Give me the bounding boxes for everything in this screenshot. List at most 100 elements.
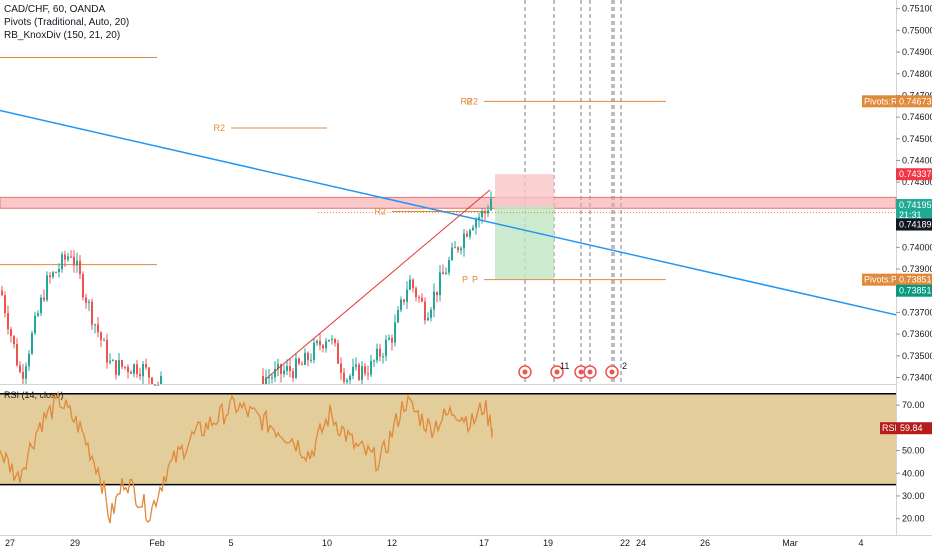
candle-body — [55, 272, 57, 274]
time-tick-label: 26 — [700, 538, 710, 548]
price-tick-label: 0.74600 — [902, 112, 932, 122]
candle-body — [289, 366, 291, 372]
candle-body — [475, 219, 477, 228]
candle-body — [394, 322, 396, 343]
candle-body — [112, 360, 114, 362]
candle-body — [157, 384, 159, 386]
rsi-legend: RSI (14, close) — [4, 390, 64, 400]
price-tick-label: 0.75100 — [902, 4, 932, 14]
candle-body — [340, 363, 342, 373]
rsi-line — [0, 390, 493, 524]
time-tick-label: 5 — [228, 538, 233, 548]
candle-body — [304, 352, 306, 365]
candle-body — [349, 375, 351, 381]
candle-body — [64, 254, 66, 260]
candle-body — [109, 360, 111, 363]
price-badge-value: 21:31 — [899, 210, 922, 220]
candle-body — [298, 358, 300, 364]
time-tick-label: 10 — [322, 538, 332, 548]
position-stop-zone — [495, 174, 554, 207]
candle-body — [25, 366, 27, 379]
price-badge — [896, 218, 932, 231]
candle-body — [43, 297, 45, 300]
candle-body — [361, 366, 363, 380]
candle-body — [274, 369, 276, 378]
price-badge-value: 0.73851 — [899, 275, 932, 285]
rsi-badge — [896, 422, 932, 435]
rsi-band — [0, 393, 896, 485]
candle-body — [406, 289, 408, 302]
candle-body — [1, 290, 3, 296]
candle-body — [34, 315, 36, 334]
candle-body — [343, 372, 345, 382]
candle-body — [280, 364, 282, 375]
candle-body — [139, 374, 141, 377]
candle-body — [121, 360, 123, 367]
economic-event-dot — [554, 369, 560, 375]
pivot-level-label: R2 — [374, 207, 386, 217]
time-tick-label: 24 — [636, 538, 646, 548]
price-badge-name — [862, 273, 896, 286]
ascending-trendline — [264, 189, 491, 381]
candle-body — [160, 376, 162, 384]
candle-body — [385, 339, 387, 357]
rsi-tick-label: 20.00 — [902, 514, 925, 524]
candle-body — [409, 279, 411, 290]
pivot-level-label: P — [462, 275, 468, 285]
candle-body — [106, 339, 108, 363]
candle-body — [286, 366, 288, 371]
candle-body — [451, 247, 453, 260]
position-target-zone — [495, 206, 554, 280]
price-badge — [896, 168, 932, 181]
economic-event-dot — [609, 369, 615, 375]
candle-body — [37, 313, 39, 316]
candle-body — [265, 377, 267, 384]
candle-body — [418, 296, 420, 298]
rsi-tick-label: 30.00 — [902, 491, 925, 501]
candle-body — [337, 343, 339, 364]
economic-event-dot — [522, 369, 528, 375]
candle-body — [370, 360, 372, 375]
price-tick-label: 0.74900 — [902, 47, 932, 57]
candle-body — [367, 373, 369, 375]
candle-body — [421, 297, 423, 302]
candle-body — [310, 359, 312, 361]
time-tick-label: 22 — [620, 538, 630, 548]
candle-body — [91, 301, 93, 325]
time-tick-label: 12 — [387, 538, 397, 548]
price-tick-label: 0.73400 — [902, 372, 932, 382]
pivot-level-label: R2 — [460, 96, 472, 106]
candle-body — [130, 371, 132, 374]
rsi-tick-label: 40.00 — [902, 468, 925, 478]
time-tick-label: Mar — [782, 538, 798, 548]
candle-body — [478, 217, 480, 220]
candle-body — [19, 365, 21, 372]
candle-body — [151, 377, 153, 384]
price-badge — [896, 208, 932, 221]
candle-body — [262, 376, 264, 384]
candle-body — [397, 310, 399, 323]
candles — [1, 191, 492, 386]
candle-body — [469, 230, 471, 237]
economic-event-dot — [587, 369, 593, 375]
candle-body — [379, 348, 381, 357]
candle-body — [388, 337, 390, 340]
candle-body — [22, 371, 24, 379]
candle-body — [457, 247, 459, 251]
resistance-zone — [0, 196, 897, 209]
candle-body — [52, 272, 54, 277]
candle-body — [490, 198, 492, 211]
price-badge-value: 0.74195 — [899, 200, 932, 210]
candle-body — [67, 256, 69, 260]
candle-body — [307, 352, 309, 361]
candle-body — [460, 248, 462, 251]
candle-body — [346, 380, 348, 382]
candle-body — [316, 340, 318, 344]
candle-body — [136, 364, 138, 375]
price-tick-label: 0.74000 — [902, 242, 932, 252]
candle-body — [463, 233, 465, 249]
time-tick-label: Feb — [149, 538, 165, 548]
candle-body — [73, 256, 75, 266]
candle-body — [82, 274, 84, 298]
